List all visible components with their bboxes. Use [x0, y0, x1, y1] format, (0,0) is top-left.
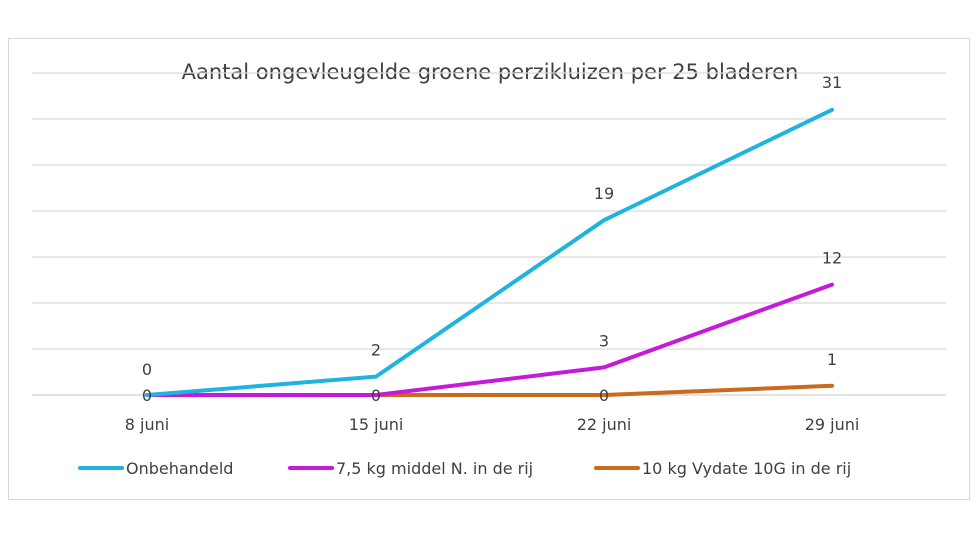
x-axis-ticks: 8 juni 15 juni 22 juni 29 juni — [125, 415, 860, 434]
series-line — [145, 107, 834, 397]
legend: Onbehandeld 7,5 kg middel N. in de rij 10 … — [78, 459, 851, 478]
chart-title: Aantal ongevleugelde groene perzikluizen… — [182, 60, 799, 84]
data-label: 2 — [371, 341, 381, 360]
series-lines — [145, 107, 834, 397]
legend-label: Onbehandeld — [126, 459, 233, 478]
data-label: 12 — [822, 249, 842, 268]
data-label: 1 — [827, 350, 837, 369]
legend-label: 7,5 kg middel N. in de rij — [336, 459, 533, 478]
x-tick-label: 22 juni — [577, 415, 632, 434]
data-label: 3 — [599, 331, 609, 350]
data-label: 0 — [599, 386, 609, 405]
x-tick-label: 15 juni — [349, 415, 404, 434]
x-tick-label: 8 juni — [125, 415, 169, 434]
data-label: 19 — [594, 184, 614, 203]
x-tick-label: 29 juni — [805, 415, 860, 434]
data-label: 0 — [142, 386, 152, 405]
chart-frame — [8, 38, 970, 500]
data-labels: 0 2 19 31 3 12 0 0 0 1 — [142, 73, 842, 405]
data-label: 31 — [822, 73, 842, 92]
data-label: 0 — [142, 360, 152, 379]
data-label: 0 — [371, 386, 381, 405]
legend-label: 10 kg Vydate 10G in de rij — [642, 459, 851, 478]
series-line — [145, 282, 834, 397]
